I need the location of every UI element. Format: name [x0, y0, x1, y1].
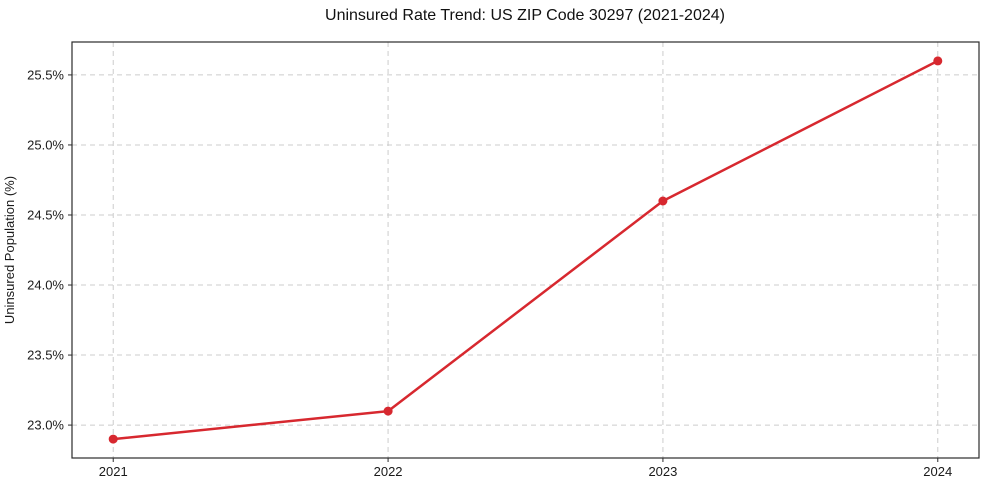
data-point-marker [658, 196, 668, 206]
x-tick-label: 2021 [99, 464, 128, 479]
chart-title: Uninsured Rate Trend: US ZIP Code 30297 … [325, 7, 725, 24]
data-point-marker [383, 406, 393, 416]
plot-border [71, 41, 980, 459]
x-tick-label: 2024 [923, 464, 952, 479]
plot-area: 2021 2022 2023 2024 23.0% 23.5% 24.0% 24.5% 25.0… [27, 41, 980, 479]
x-tick-label: 2023 [648, 464, 677, 479]
y-tick-label: 24.5% [27, 207, 64, 222]
data-point-marker [108, 434, 118, 444]
y-tick-label: 25.5% [27, 67, 64, 82]
y-axis-label: Uninsured Population (%) [2, 176, 17, 324]
trend-line [111, 59, 940, 441]
y-tick-label: 25.0% [27, 137, 64, 152]
y-tick-label: 23.0% [27, 418, 64, 433]
data-point-marker [933, 56, 943, 66]
y-tick-label: 23.5% [27, 348, 64, 363]
y-tick-label: 24.0% [27, 278, 64, 293]
x-tick-label: 2022 [374, 464, 403, 479]
